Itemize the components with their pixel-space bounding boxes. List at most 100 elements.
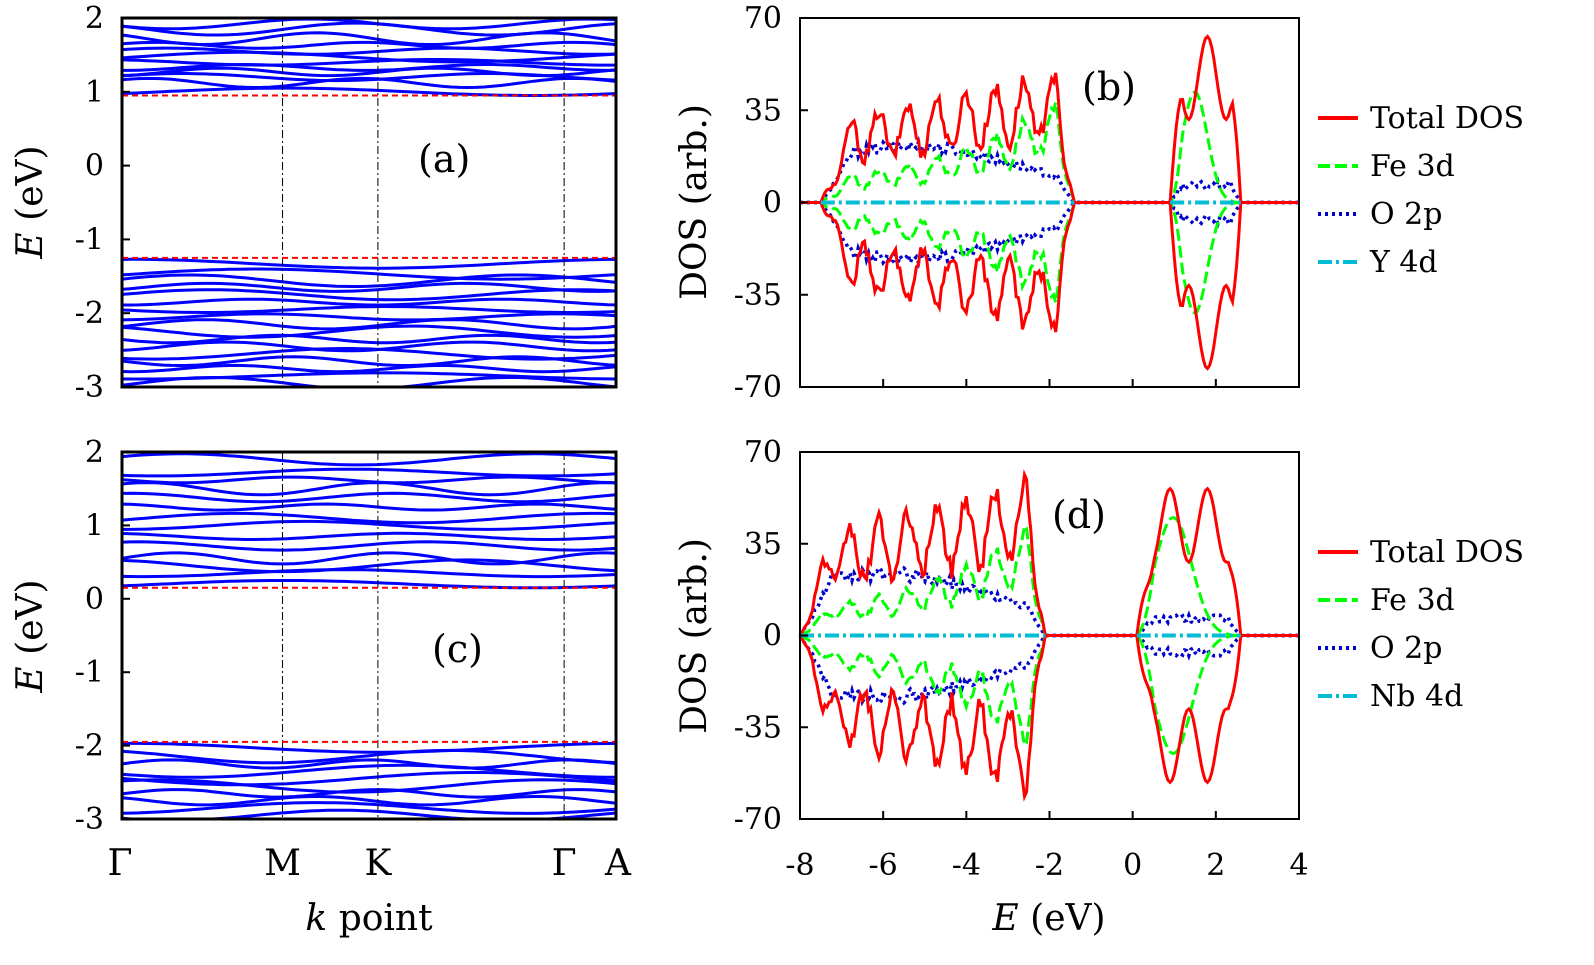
y-tick-labels: 2 1 0 -1 -2 -3	[75, 435, 130, 837]
y-tick-label: -35	[734, 710, 782, 745]
band-line	[121, 467, 617, 478]
band-line	[121, 267, 617, 281]
band-line	[121, 304, 617, 314]
plot-frame	[120, 16, 618, 389]
band-line	[121, 333, 617, 345]
y-tick-label: 35	[744, 93, 782, 128]
x-tick-label: -2	[1035, 848, 1064, 883]
total-dos-curve	[798, 469, 1299, 637]
band-line	[121, 771, 617, 787]
y-tick-label: 0	[85, 149, 104, 184]
band-line	[121, 758, 617, 770]
o-2p-curve	[800, 200, 1299, 270]
y-tick-labels: 70 35 0 -35 -70	[734, 435, 808, 837]
band-line	[121, 795, 617, 807]
x-tick-label: 4	[1289, 848, 1308, 883]
legend-label: O 2p	[1370, 197, 1442, 232]
total-dos-curve	[800, 201, 1299, 371]
band-line	[121, 50, 617, 64]
y-axis-label: DOS (arb.)	[674, 104, 715, 300]
y-axis-label: E (eV)	[10, 145, 51, 259]
k-point-label: K	[364, 843, 392, 884]
band-line	[121, 511, 617, 525]
y-tick-label: -1	[75, 222, 104, 257]
band-line	[121, 568, 617, 579]
y-tick-label: -2	[75, 729, 104, 764]
fe-3d-curve	[799, 634, 1299, 755]
band-line	[121, 273, 617, 288]
band-line	[121, 748, 617, 765]
y-tick-label: -70	[734, 802, 782, 837]
panel-label: (c)	[432, 627, 483, 671]
fe-3d-curve	[800, 89, 1299, 204]
k-point-label: A	[604, 843, 632, 884]
k-point-label: Γ	[108, 843, 133, 884]
band-line	[121, 347, 617, 361]
band-line	[122, 297, 617, 307]
y-tick-label: -1	[75, 655, 104, 690]
y-axis-label: DOS (arb.)	[674, 538, 715, 734]
band-line	[122, 741, 617, 754]
y-tick-label: 0	[85, 582, 104, 617]
o-2p-curve	[800, 135, 1299, 205]
y-tick-label: 35	[744, 527, 782, 562]
x-tick-label: -8	[785, 848, 814, 883]
panel-a-band-structure: 2 1 0 -1 -2 -3 (a) E (eV)	[10, 1, 618, 405]
band-line	[122, 62, 617, 72]
panel-label: (d)	[1052, 493, 1106, 537]
band-line	[121, 355, 617, 368]
x-axis-label: E (eV)	[991, 898, 1105, 939]
symmetry-lines	[282, 18, 565, 387]
fe-3d-curve	[799, 516, 1299, 637]
y-tick-label: 0	[763, 186, 782, 221]
legend-label: O 2p	[1370, 631, 1442, 666]
band-line	[121, 86, 617, 97]
band-lines	[121, 17, 617, 389]
panel-d-dos: 70 35 0 -35 -70 -8 -6 -4 -2 0 2 4 (d) DOS (arb.) E…	[674, 435, 1524, 939]
y-tick-label: -3	[75, 802, 104, 837]
band-line	[121, 502, 617, 512]
total-dos-curve	[798, 634, 1299, 802]
y-tick-label: 1	[85, 75, 104, 110]
x-axis-label: k point	[305, 898, 433, 939]
fe-3d-curve	[800, 201, 1299, 316]
band-line	[121, 540, 617, 552]
plot-frame	[120, 450, 618, 821]
panel-label: (a)	[418, 137, 470, 181]
y-tick-labels: 70 35 0 -35 -70	[734, 1, 808, 405]
y-axis-label: E (eV)	[10, 579, 51, 693]
legend-label: Nb 4d	[1370, 679, 1463, 714]
legend-label: Total DOS	[1370, 101, 1524, 136]
legend-label: Total DOS	[1370, 535, 1524, 570]
dos-curves	[800, 34, 1299, 371]
y-tick-label: 70	[744, 1, 782, 36]
y-tick-label: 2	[85, 435, 104, 470]
band-line	[121, 452, 617, 467]
panel-label: (b)	[1082, 65, 1136, 109]
band-line	[121, 257, 616, 270]
band-line	[121, 312, 617, 322]
band-line	[121, 579, 617, 590]
band-line	[121, 475, 617, 485]
band-line	[121, 788, 617, 799]
symmetry-lines	[282, 452, 565, 819]
total-dos-curve	[800, 34, 1299, 204]
legend-label: Y 4d	[1369, 245, 1438, 280]
y-tick-label: 0	[763, 619, 782, 654]
axis-ticks	[799, 811, 1300, 819]
band-line	[121, 66, 617, 78]
band-line	[121, 778, 617, 794]
axis-ticks	[799, 379, 1300, 387]
y-tick-label: 70	[744, 435, 782, 470]
legend: Total DOS Fe 3d O 2p Nb 4d	[1318, 535, 1524, 714]
y-tick-label: -2	[75, 296, 104, 331]
x-tick-label: 0	[1123, 848, 1142, 883]
k-point-label: Γ	[552, 843, 577, 884]
x-tick-label: -4	[952, 848, 981, 883]
x-tick-label: -6	[869, 848, 898, 883]
band-line	[121, 17, 617, 31]
y-tick-labels: 2 1 0 -1 -2 -3	[75, 1, 130, 405]
legend: Total DOS Fe 3d O 2p Y 4d	[1318, 101, 1524, 280]
